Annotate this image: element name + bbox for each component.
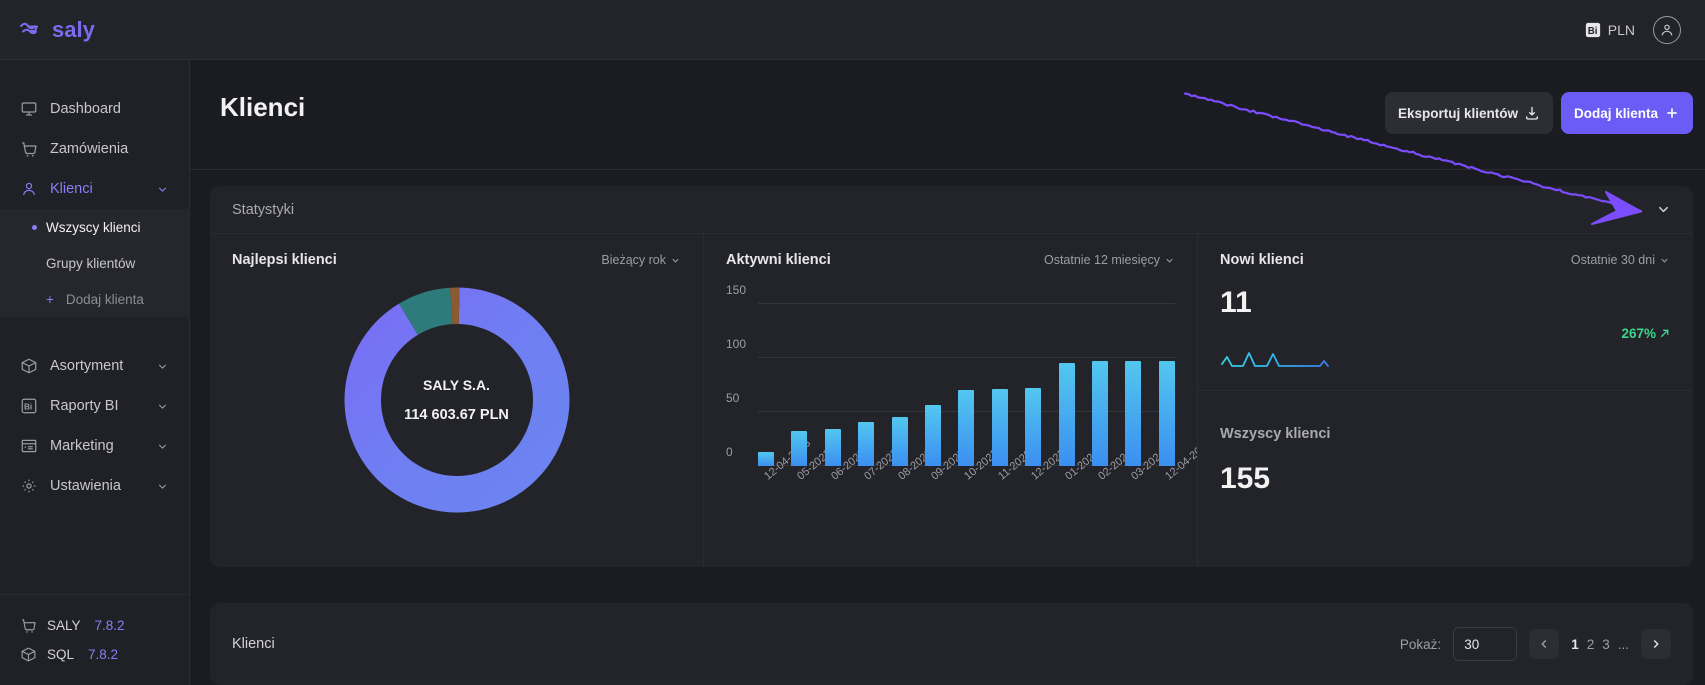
svg-text:Bi: Bi [1588,26,1598,37]
svg-text:Bi: Bi [24,403,32,412]
